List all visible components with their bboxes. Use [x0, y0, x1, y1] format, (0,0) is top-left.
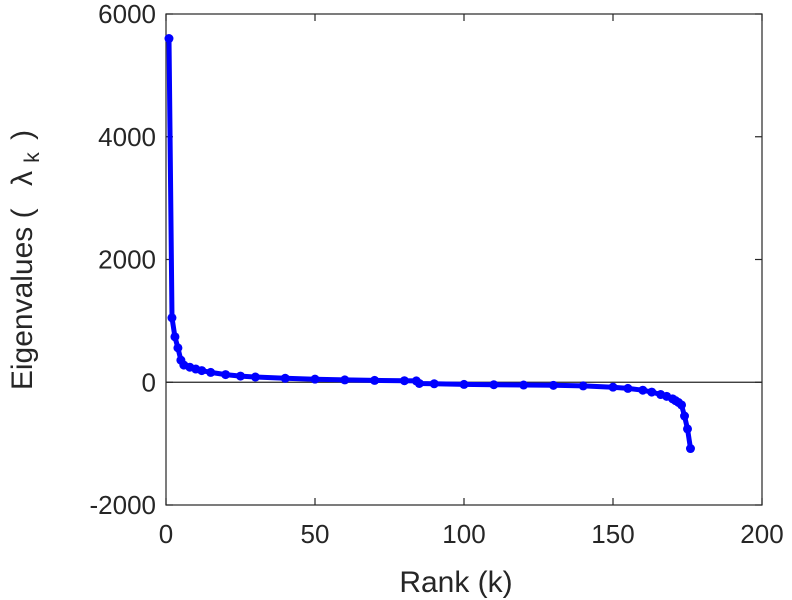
x-axis-label: Rank (k) — [399, 566, 512, 599]
y-tick-label: -2000 — [90, 490, 157, 520]
data-point — [638, 385, 648, 395]
data-point — [623, 383, 633, 393]
y-axis-label-symbol: λ — [6, 171, 39, 186]
data-point — [197, 366, 207, 376]
plot-frame — [165, 13, 763, 506]
data-point — [280, 373, 290, 383]
data-point — [680, 411, 690, 421]
data-point — [414, 378, 424, 388]
data-point — [310, 374, 320, 384]
y-axis-label-subscript: k — [21, 152, 44, 163]
x-axis-ticks: 0 50 100 150 200 — [159, 14, 784, 549]
data-point — [370, 375, 380, 385]
data-point — [429, 379, 439, 389]
y-axis-label: Eigenvalues ( λ k ) — [6, 130, 46, 390]
x-tick-label: 150 — [591, 519, 634, 549]
data-point — [677, 400, 687, 410]
data-point — [608, 382, 618, 392]
x-tick-label: 0 — [159, 519, 173, 549]
data-point — [548, 380, 558, 390]
plot-area — [165, 13, 763, 506]
data-point — [459, 379, 469, 389]
data-point — [173, 343, 183, 353]
x-tick-label: 200 — [740, 519, 783, 549]
y-tick-label: 0 — [142, 367, 156, 397]
data-point — [170, 332, 180, 342]
data-point — [236, 371, 245, 381]
y-tick-label: 2000 — [98, 245, 156, 275]
data-point — [250, 372, 260, 382]
series-layer — [164, 34, 695, 454]
y-tick-label: 4000 — [98, 122, 156, 152]
data-point — [167, 313, 177, 323]
data-point — [399, 376, 409, 386]
data-point — [683, 424, 692, 434]
y-axis-ticks: -2000 0 2000 4000 6000 — [90, 0, 762, 520]
data-point — [578, 381, 588, 391]
x-tick-label: 100 — [442, 519, 485, 549]
data-point — [685, 444, 695, 454]
data-point — [206, 367, 216, 377]
data-point — [164, 34, 174, 44]
data-point — [647, 387, 657, 397]
data-point — [489, 380, 499, 390]
y-axis-label-suffix: ) — [6, 130, 39, 140]
data-point — [519, 380, 529, 390]
x-tick-label: 50 — [301, 519, 330, 549]
data-point — [340, 375, 350, 385]
y-tick-label: 6000 — [98, 0, 156, 29]
y-axis-label-prefix: Eigenvalues ( — [6, 208, 39, 390]
data-point — [221, 370, 231, 380]
